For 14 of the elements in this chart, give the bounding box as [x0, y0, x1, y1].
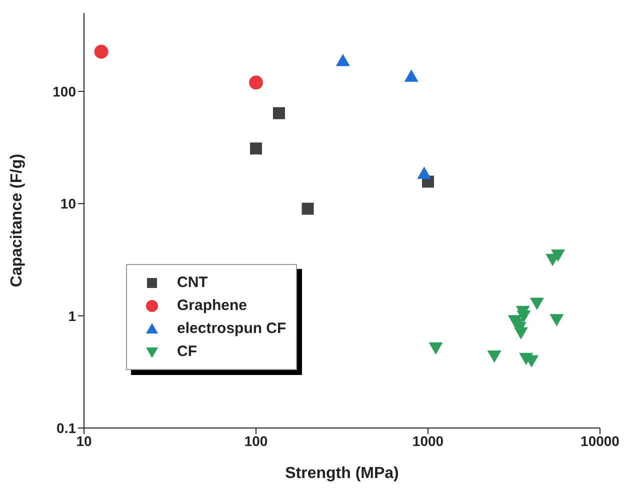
x-tick-label: 10 — [76, 432, 92, 449]
x-tick-label: 10000 — [580, 432, 620, 449]
y-tick-label: 100 — [52, 83, 76, 100]
legend-label: CF — [177, 343, 197, 360]
y-tick-label: 0.1 — [56, 420, 76, 436]
y-tick-label: 10 — [60, 196, 76, 212]
legend-label: CNT — [177, 274, 208, 291]
x-axis-title: Strength (MPa) — [285, 465, 399, 482]
y-axis-title: Capacitance (F/g) — [8, 154, 26, 288]
x-tick-label: 1000 — [412, 432, 444, 449]
x-tick-label: 100 — [244, 432, 268, 449]
legend-label: Graphene — [177, 297, 248, 314]
legend-label: electrospun CF — [177, 320, 286, 337]
y-tick-label: 1 — [68, 308, 76, 324]
